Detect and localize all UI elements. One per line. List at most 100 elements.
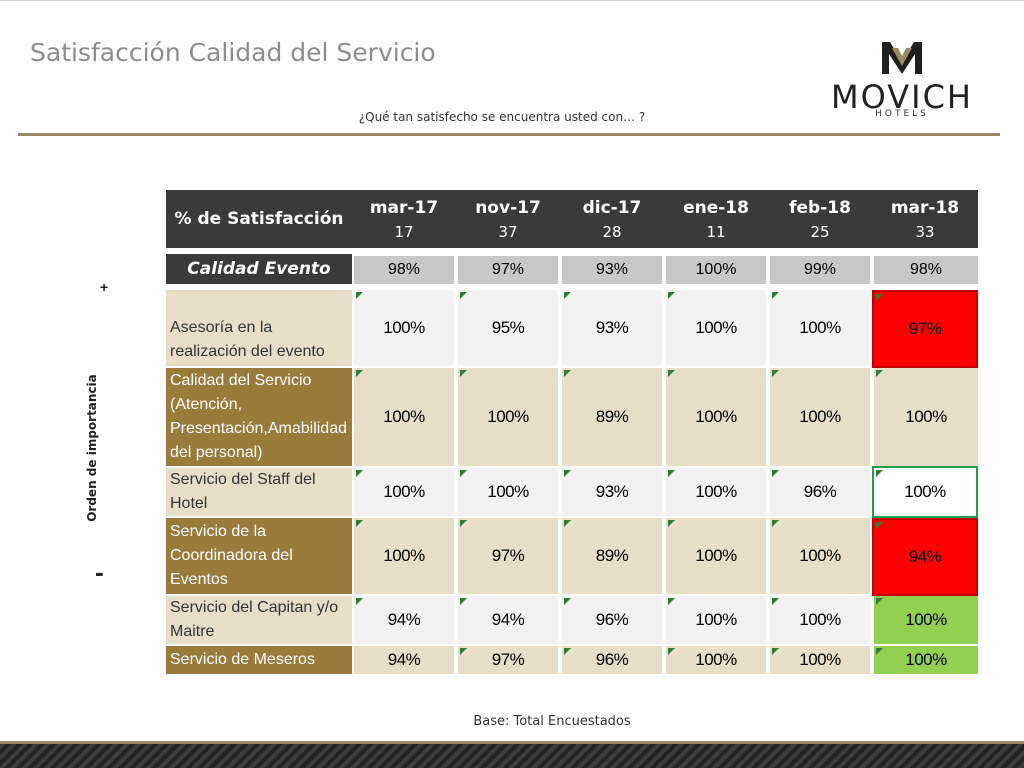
- row-value: 100%: [770, 596, 870, 644]
- comment-flag-icon: [772, 598, 779, 605]
- comment-flag-icon: [668, 292, 675, 299]
- column-month: ene-18: [683, 198, 749, 218]
- comment-flag-icon: [772, 470, 779, 477]
- row-value: 100%: [354, 368, 454, 466]
- row-value: 96%: [562, 596, 662, 644]
- row-label: Asesoría en la realización del evento: [166, 290, 352, 366]
- comment-flag-icon: [460, 520, 467, 527]
- row-value: 100%: [666, 468, 766, 516]
- comment-flag-icon: [460, 598, 467, 605]
- comment-flag-icon: [356, 470, 363, 477]
- comment-flag-icon: [356, 292, 363, 299]
- comment-flag-icon: [876, 470, 883, 477]
- comment-flag-icon: [668, 470, 675, 477]
- column-count: 25: [810, 223, 830, 241]
- axis-plus-marker: +: [100, 279, 109, 295]
- comment-flag-icon: [356, 370, 363, 377]
- row-value: 100%: [770, 646, 870, 674]
- summary-value: 98%: [354, 256, 454, 284]
- row-value: 100%: [458, 368, 558, 466]
- summary-value: 100%: [666, 256, 766, 284]
- comment-flag-icon: [564, 370, 571, 377]
- row-value: 100%: [770, 290, 870, 366]
- column-header: mar-17 17: [352, 190, 456, 248]
- column-header: dic-17 28: [560, 190, 664, 248]
- row-value: 89%: [562, 368, 662, 466]
- movich-logo: MOVICH HOTELS: [818, 40, 986, 122]
- base-footnote: Base: Total Encuestados: [473, 714, 631, 729]
- column-count: 28: [602, 223, 622, 241]
- comment-flag-icon: [772, 520, 779, 527]
- comment-flag-icon: [772, 370, 779, 377]
- comment-flag-icon: [564, 292, 571, 299]
- row-label: Servicio de Meseros: [166, 646, 352, 674]
- question-subtitle: ¿Qué tan satisfecho se encuentra usted c…: [358, 110, 646, 124]
- comment-flag-icon: [876, 648, 883, 655]
- row-value: 100%: [874, 368, 978, 466]
- row-label: Servicio del Capitan y/o Maitre: [166, 596, 352, 644]
- row-value: 100%: [666, 596, 766, 644]
- summary-value: 97%: [458, 256, 558, 284]
- comment-flag-icon: [564, 648, 571, 655]
- row-label: Calidad del Servicio (Atención, Presenta…: [166, 368, 352, 466]
- table-corner-header: % de Satisfacción: [166, 190, 352, 248]
- comment-flag-icon: [564, 520, 571, 527]
- row-label: Servicio del Staff del Hotel: [166, 468, 352, 516]
- row-value: 94%: [354, 596, 454, 644]
- page-title: Satisfacción Calidad del Servicio: [30, 38, 436, 67]
- comment-flag-icon: [564, 598, 571, 605]
- row-value: 100%: [354, 518, 454, 594]
- comment-flag-icon: [876, 294, 883, 301]
- column-header: ene-18 11: [664, 190, 768, 248]
- summary-label: Calidad Evento: [166, 254, 352, 284]
- comment-flag-icon: [772, 292, 779, 299]
- row-value: 94%: [354, 646, 454, 674]
- summary-value: 93%: [562, 256, 662, 284]
- top-divider: [0, 0, 1024, 1]
- header-rule: [18, 133, 1000, 136]
- footer-gold-rule: [0, 741, 1024, 744]
- row-value-highlight-green: 100%: [874, 646, 978, 674]
- column-month: dic-17: [582, 198, 642, 218]
- row-value-highlight-red: 97%: [872, 290, 978, 368]
- row-value: 96%: [770, 468, 870, 516]
- row-value: 97%: [458, 646, 558, 674]
- comment-flag-icon: [460, 470, 467, 477]
- row-value: 100%: [666, 368, 766, 466]
- column-header: mar-18 33: [872, 190, 978, 248]
- column-count: 37: [498, 223, 518, 241]
- comment-flag-icon: [876, 370, 883, 377]
- footer-pattern-band: [0, 744, 1024, 768]
- comment-flag-icon: [356, 520, 363, 527]
- column-count: 17: [394, 223, 414, 241]
- column-count: 33: [915, 223, 935, 241]
- column-month: feb-18: [789, 198, 851, 218]
- row-value: 96%: [562, 646, 662, 674]
- comment-flag-icon: [668, 370, 675, 377]
- comment-flag-icon: [772, 648, 779, 655]
- column-count: 11: [706, 223, 726, 241]
- row-value: 93%: [562, 468, 662, 516]
- comment-flag-icon: [356, 598, 363, 605]
- satisfaction-table: % de Satisfacción mar-17 17 nov-17 37 di…: [166, 190, 978, 674]
- movich-emblem-icon: [882, 42, 922, 74]
- row-value: 100%: [666, 646, 766, 674]
- row-value: 100%: [458, 468, 558, 516]
- comment-flag-icon: [876, 598, 883, 605]
- row-value-highlight-green: 100%: [874, 596, 978, 644]
- row-label: Servicio de la Coordinadora del Eventos: [166, 518, 352, 594]
- row-value: 100%: [354, 290, 454, 366]
- row-value-highlight-red: 94%: [872, 518, 978, 596]
- comment-flag-icon: [876, 522, 883, 529]
- column-header: nov-17 37: [456, 190, 560, 248]
- comment-flag-icon: [668, 648, 675, 655]
- row-value: 100%: [354, 468, 454, 516]
- comment-flag-icon: [460, 292, 467, 299]
- comment-flag-icon: [668, 598, 675, 605]
- summary-value: 98%: [874, 256, 978, 284]
- row-value: 100%: [666, 290, 766, 366]
- comment-flag-icon: [668, 520, 675, 527]
- comment-flag-icon: [460, 370, 467, 377]
- logo-wordmark: MOVICH: [831, 78, 973, 116]
- row-value-selected: 100%: [872, 466, 978, 518]
